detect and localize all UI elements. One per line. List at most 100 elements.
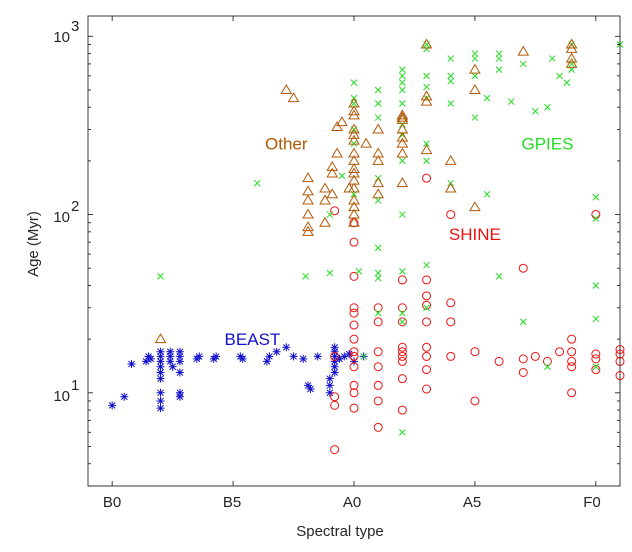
data-point [519,318,527,326]
data-point [420,38,433,49]
data-point [349,334,359,344]
data-point [374,274,382,282]
data-point [349,388,359,398]
data-point [360,137,372,148]
data-point [156,357,165,366]
data-point [399,100,406,107]
data-point [175,347,184,356]
data-point [156,404,165,413]
x-tick-label-a5: A5 [463,494,481,511]
data-point [336,116,348,127]
data-point [397,275,407,285]
data-point [567,347,577,357]
data-point [374,100,382,107]
data-point [348,154,360,165]
series-beast [108,343,368,413]
data-point [422,317,432,327]
y-tick-base: 10 [53,388,70,405]
data-point [374,309,382,317]
data-point [444,182,457,193]
data-point [330,362,339,371]
data-point [446,351,456,361]
data-point [517,45,530,56]
data-point [446,298,456,308]
data-point [349,271,359,281]
data-point [518,354,528,364]
data-point [331,147,343,158]
data-point [262,357,271,366]
data-point [340,352,349,361]
data-point [399,86,406,94]
data-point [373,396,383,406]
data-point [423,140,430,147]
data-point [175,352,184,361]
data-point [238,354,247,363]
data-point [326,160,339,171]
data-point [348,147,360,158]
data-point [565,38,578,49]
x-tick-label-a0: A0 [343,494,361,511]
data-point [282,343,291,352]
data-point [567,356,577,366]
data-point [349,351,359,361]
data-point [399,72,406,80]
data-point [399,157,406,165]
data-point [542,356,552,366]
data-point [494,356,504,366]
data-point [373,303,383,313]
data-point [348,97,360,108]
data-point [396,123,409,134]
data-point [348,174,360,185]
data-point [469,63,481,74]
data-point [355,268,363,275]
data-point [326,167,339,178]
data-point [532,107,539,115]
group-label-shine: SHINE [449,225,501,244]
data-point [348,128,360,139]
data-point [548,55,556,62]
data-point [142,357,151,366]
data-point [396,137,409,148]
data-point [495,273,503,280]
data-point [175,368,184,377]
data-point [166,347,175,356]
data-point [495,66,503,74]
data-point [330,357,339,366]
data-point [470,347,480,357]
data-point [444,154,457,165]
y-tick-exponent: 1 [71,377,79,394]
data-point [530,351,540,361]
data-point [330,206,340,216]
data-point [399,79,406,86]
data-point [156,352,165,361]
data-point [397,351,407,361]
data-point [555,347,565,357]
axis-ticks [88,16,620,487]
data-point [483,190,491,198]
data-point [349,320,359,330]
data-point [313,352,322,361]
data-point [397,317,407,327]
data-points [108,38,625,455]
data-point [348,194,360,205]
data-point [287,92,300,103]
data-point [348,105,360,116]
data-point [325,381,334,390]
x-axis-label: Spectral type [296,523,384,540]
data-point [422,351,432,361]
data-point [397,356,407,366]
data-point [348,201,360,212]
data-point [168,362,177,371]
series-other [154,38,578,344]
data-point [302,172,314,183]
data-point [447,55,455,62]
data-point [349,308,359,318]
data-point [567,334,577,344]
data-point [348,134,360,145]
data-point [495,50,503,57]
data-point [330,400,340,410]
data-point [330,347,339,356]
data-point [556,72,563,80]
data-point [272,347,281,356]
data-point [326,269,334,277]
